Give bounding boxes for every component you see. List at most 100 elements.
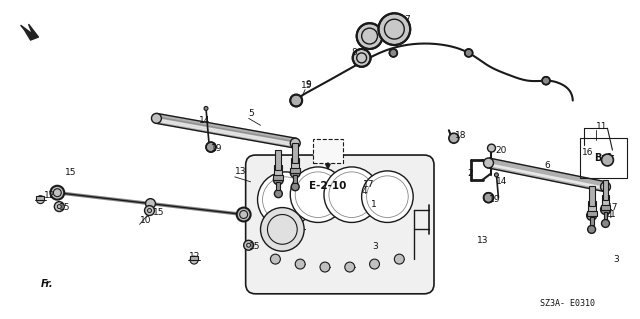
Text: 15: 15 [60,203,71,212]
Bar [190,256,198,260]
Bar [589,186,595,205]
Text: 18: 18 [455,131,467,140]
Bar [600,204,611,210]
Bar [276,182,280,190]
Circle shape [602,219,609,227]
Circle shape [51,186,64,200]
Text: 2: 2 [468,169,474,178]
Text: 1: 1 [371,200,376,209]
Text: 13: 13 [477,236,488,245]
FancyBboxPatch shape [246,155,434,294]
Circle shape [291,168,300,178]
Text: 11: 11 [596,122,607,131]
Text: 13: 13 [235,167,246,176]
Text: 17: 17 [363,180,374,189]
Circle shape [449,133,459,143]
Bar [292,143,298,163]
Circle shape [291,94,302,107]
Circle shape [152,114,161,123]
Text: 16: 16 [582,148,593,157]
Circle shape [206,142,216,152]
Circle shape [145,199,156,209]
Bar [36,196,44,200]
Bar [275,165,282,177]
Text: 19: 19 [211,144,223,152]
Circle shape [291,167,346,222]
Bar [273,175,284,180]
Bar [602,195,609,207]
Text: 5: 5 [248,109,254,118]
Circle shape [275,190,282,198]
Text: 14: 14 [497,177,508,186]
FancyBboxPatch shape [313,139,343,163]
Text: 12: 12 [44,191,56,200]
Text: 6: 6 [544,161,550,170]
Circle shape [602,154,613,166]
Circle shape [291,138,300,148]
Circle shape [488,144,495,152]
Text: SZ3A- E0310: SZ3A- E0310 [540,299,595,308]
Circle shape [394,254,404,264]
Text: 1: 1 [611,210,616,219]
Circle shape [389,49,397,57]
Circle shape [369,259,380,269]
Circle shape [237,208,251,221]
Circle shape [204,107,208,110]
Circle shape [353,49,371,67]
Bar [589,218,593,226]
Text: 4: 4 [607,211,612,220]
Text: 15: 15 [248,242,260,251]
Text: 12: 12 [189,252,200,261]
Circle shape [588,226,596,234]
Bar [291,168,300,173]
Circle shape [273,175,284,185]
Circle shape [465,49,473,57]
Text: 19: 19 [488,195,500,204]
Text: 20: 20 [495,145,507,155]
Text: 17: 17 [607,203,618,212]
Circle shape [345,262,355,272]
Circle shape [320,262,330,272]
Circle shape [362,171,413,222]
Circle shape [356,23,383,49]
Text: 15: 15 [301,81,313,90]
Circle shape [324,167,380,222]
Circle shape [542,77,550,85]
Circle shape [378,13,410,45]
Circle shape [291,183,299,191]
Polygon shape [20,24,38,40]
Text: 3: 3 [372,242,378,251]
Text: 15: 15 [65,168,77,177]
Bar [587,211,596,216]
Bar [604,211,607,219]
Text: 14: 14 [199,116,211,125]
Bar [602,180,609,200]
Text: 4: 4 [362,187,367,196]
Circle shape [190,256,198,264]
Text: E-2-10: E-2-10 [309,181,347,191]
Bar [291,158,299,170]
Circle shape [495,173,499,177]
Circle shape [257,172,313,227]
Circle shape [587,211,596,220]
Text: 10: 10 [140,216,151,225]
Text: 9: 9 [305,80,311,89]
Circle shape [292,97,300,105]
Text: 8: 8 [352,48,358,57]
Circle shape [295,259,305,269]
Circle shape [484,193,493,203]
Bar [588,201,596,212]
Circle shape [54,202,64,211]
Circle shape [260,208,304,251]
Circle shape [271,254,280,264]
Circle shape [600,204,611,214]
Text: B-4: B-4 [595,153,612,163]
Text: Fr.: Fr. [40,279,53,289]
Circle shape [36,196,44,204]
Circle shape [244,240,253,250]
Circle shape [484,158,493,168]
Circle shape [600,182,611,192]
Text: 15: 15 [152,208,164,217]
Bar [275,150,282,170]
Bar [293,175,297,183]
